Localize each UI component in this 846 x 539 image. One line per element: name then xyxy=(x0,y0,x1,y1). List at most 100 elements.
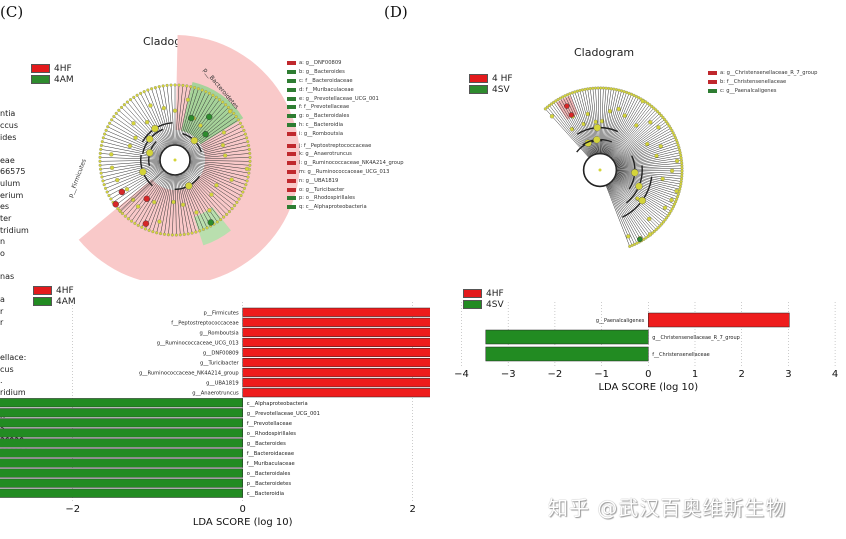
tree-branch xyxy=(614,130,673,163)
tree-branch xyxy=(605,93,630,155)
tree-node xyxy=(99,143,103,148)
taxa-legend-item: q: c__Alphaproteobacteria xyxy=(287,203,404,212)
lda-chart-c: −4−2024p__Firmicutesf__Peptostreptococca… xyxy=(0,302,430,528)
cropped-label: cus xyxy=(0,365,14,374)
x-axis-label: LDA SCORE (log 10) xyxy=(598,382,698,393)
tree-node xyxy=(656,110,660,114)
tree-node xyxy=(224,103,228,107)
tree-branch xyxy=(615,152,681,167)
tree-branch xyxy=(616,170,682,174)
tree-branch xyxy=(166,85,174,146)
tree-node xyxy=(666,122,670,126)
tree-branch xyxy=(615,147,679,166)
tree-node xyxy=(614,88,619,92)
tree-branch xyxy=(601,88,609,154)
tree-node xyxy=(661,115,665,120)
lda-bar xyxy=(0,488,243,498)
legend-item-4sv: 4SV xyxy=(469,84,513,95)
tree-node xyxy=(667,124,671,128)
tree-node xyxy=(146,149,154,157)
tree-branch xyxy=(186,168,235,206)
legend-label: d: f__Muribaculaceae xyxy=(299,86,354,93)
tree-branch xyxy=(188,130,245,155)
legend-label: q: c__Alphaproteobacteria xyxy=(299,204,367,211)
legend-swatch xyxy=(287,143,296,148)
tree-branch xyxy=(610,106,652,158)
tree-node xyxy=(130,197,136,202)
lda-c-legend: 4HF 4AM xyxy=(33,285,76,307)
tree-branch xyxy=(189,164,246,185)
legend-swatch xyxy=(469,74,488,83)
bar-label: g__Ruminococcaceae_NK4A214_group xyxy=(139,371,239,377)
tree-branch xyxy=(616,173,681,187)
tree-branch xyxy=(117,169,164,209)
tree-node xyxy=(654,228,658,232)
tree-node xyxy=(680,174,684,178)
tree-node xyxy=(607,86,611,91)
tree-branch xyxy=(188,165,245,189)
cropped-label: ter xyxy=(0,214,12,223)
legend-label: a: g__DNF00809 xyxy=(299,60,342,67)
tree-branch xyxy=(176,85,184,146)
tree-branch xyxy=(145,173,170,230)
cropped-label: n xyxy=(0,237,6,246)
tree-node xyxy=(104,128,108,132)
taxa-legend-item: e: g__Prevotellaceae_UCG_001 xyxy=(287,94,404,103)
tree-node xyxy=(110,118,114,122)
tree-node xyxy=(139,91,143,95)
lda-bar xyxy=(0,458,243,468)
tree-node xyxy=(549,114,555,119)
tree-branch xyxy=(608,101,646,157)
tree-node xyxy=(178,233,182,237)
tree-branch xyxy=(606,95,635,156)
tree-branch xyxy=(170,85,175,146)
tree-node xyxy=(248,155,252,159)
bar-label: g__Prevotellaceae_UCG_001 xyxy=(247,411,320,417)
tree-node xyxy=(646,101,650,105)
tree-node xyxy=(101,179,105,183)
tree-branch xyxy=(612,117,664,160)
tree-node xyxy=(669,209,673,213)
tree-node xyxy=(122,103,126,107)
tree-node xyxy=(635,182,643,190)
tree-branch xyxy=(107,126,162,154)
cropped-label: es xyxy=(0,202,10,211)
tree-node xyxy=(151,230,155,234)
legend-label: 4AM xyxy=(56,296,76,307)
tree-node xyxy=(669,126,673,130)
tree-branch xyxy=(603,90,620,155)
tree-node xyxy=(157,219,162,224)
legend-swatch xyxy=(708,88,717,93)
tree-node xyxy=(248,163,252,167)
x-tick-label: 2 xyxy=(739,369,745,380)
tree-node xyxy=(652,106,656,110)
tree-node xyxy=(617,88,621,92)
tree-branch xyxy=(189,157,250,160)
tree-branch xyxy=(616,171,682,180)
taxa-legend-item: p: o__Rhodospirillales xyxy=(287,194,404,203)
tree-node xyxy=(151,124,159,133)
tree-branch xyxy=(189,160,250,166)
tree-node xyxy=(637,96,641,100)
lda-bar xyxy=(242,368,430,378)
panel-c-label: (C) xyxy=(0,3,24,21)
tree-node xyxy=(125,100,129,104)
tree-branch xyxy=(175,85,180,146)
tree-node xyxy=(177,83,181,87)
tree-node xyxy=(115,177,120,183)
legend-swatch xyxy=(33,297,52,306)
tree-branch xyxy=(120,170,165,212)
tree-node xyxy=(130,219,134,223)
tree-branch xyxy=(183,171,221,220)
tree-node xyxy=(239,194,243,198)
tree-node xyxy=(246,140,250,144)
tree-node xyxy=(668,211,672,215)
tree-node xyxy=(593,119,598,124)
taxa-legend-item: b: f__Christensenellaceae xyxy=(708,78,817,87)
tree-node xyxy=(248,159,252,163)
tree-node xyxy=(677,146,681,150)
taxa-legend-item: i: g__Romboutsia xyxy=(287,129,404,138)
tree-node xyxy=(201,227,205,231)
tree-node xyxy=(214,95,218,99)
tree-branch xyxy=(615,176,676,202)
